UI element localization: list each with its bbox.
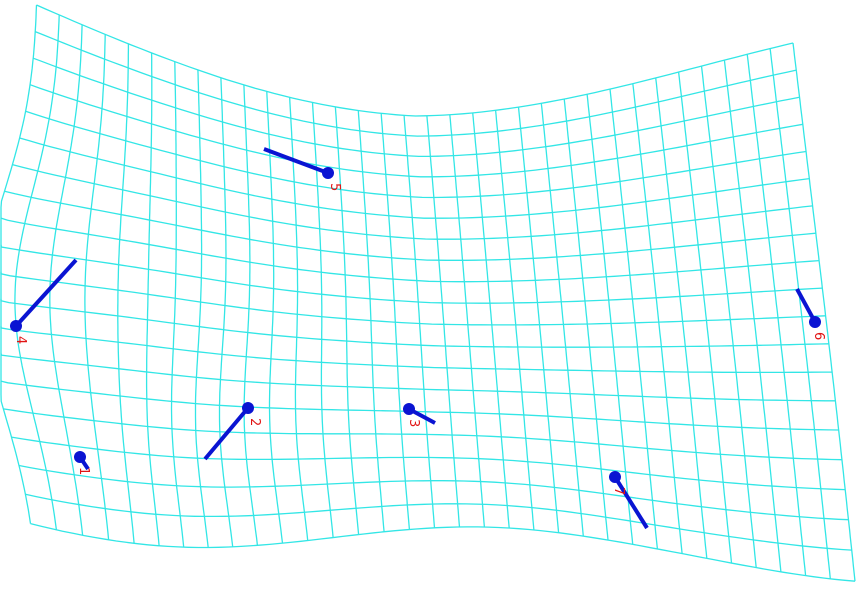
landmark-label-6: 6: [811, 332, 826, 340]
landmark-point-7: [609, 471, 621, 483]
grid-row-line: [12, 163, 813, 240]
landmark-label-7: 7: [611, 487, 626, 495]
grid-column-line: [540, 103, 584, 537]
grid-row-line: [0, 271, 826, 326]
landmark-5: 5: [263, 147, 342, 191]
landmark-4: 4: [10, 258, 78, 344]
landmark-2: 2: [203, 402, 262, 461]
landmark-vectors: 1 2 3 4 5: [10, 147, 826, 530]
grid-column-line: [145, 52, 160, 546]
grid-row-line: [18, 464, 849, 521]
grid-column-line: [266, 91, 284, 544]
grid-column-line: [632, 83, 683, 554]
grid-column-line: [449, 114, 486, 528]
landmark-point-6: [809, 316, 821, 328]
landmark-label-1: 1: [76, 467, 91, 475]
grid-row-line: [25, 493, 852, 551]
grid-column-line: [194, 69, 209, 548]
grid-row-line: [0, 298, 829, 348]
grid-column-line: [586, 94, 634, 545]
grid-column-line: [289, 97, 309, 541]
grid-column-line: [14, 14, 60, 530]
grid-column-line: [403, 115, 436, 528]
landmark-label-3: 3: [406, 419, 421, 427]
grid-column-line: [609, 89, 659, 549]
landmark-label-5: 5: [327, 183, 342, 191]
deformation-grid: [0, 4, 856, 582]
grid-column-line: [357, 110, 385, 532]
landmark-point-3: [403, 403, 415, 415]
grid-column-line: [84, 34, 110, 540]
landmark-6: 6: [795, 288, 826, 340]
grid-row-line: [0, 326, 833, 374]
grid-row-line: [34, 30, 797, 137]
grid-column-line: [243, 84, 259, 546]
grid-row-line: [32, 57, 800, 158]
grid-column-line: [769, 48, 831, 579]
grid-row-line: [11, 436, 846, 491]
displacement-vector-7: [613, 475, 649, 530]
landmark-3: 3: [403, 403, 436, 427]
displacement-vector-5: [263, 147, 329, 175]
grid-column-line: [563, 98, 609, 541]
grid-column-line: [472, 112, 510, 529]
grid-row-line: [25, 110, 807, 199]
landmark-point-4: [10, 320, 22, 332]
displacement-vector-4: [14, 258, 78, 328]
displacement-vector-6: [795, 288, 817, 323]
grid-row-line: [19, 137, 810, 219]
landmark-point-5: [322, 167, 334, 179]
grid-row-line: [3, 408, 842, 461]
grid-column-line: [117, 43, 135, 544]
grid-column-line: [517, 107, 560, 533]
grid-row-line: [0, 244, 823, 304]
grid-row-line: [36, 4, 794, 117]
grid-column-line: [700, 66, 757, 568]
grid-row-line: [29, 84, 803, 178]
landmark-1: 1: [74, 451, 91, 475]
grid-column-line: [334, 106, 360, 535]
grid-row-line: [4, 190, 816, 261]
landmark-point-2: [242, 402, 254, 414]
grid-column-line: [677, 72, 733, 564]
landmark-point-1: [74, 451, 86, 463]
grid-column-line: [792, 42, 856, 582]
grid-column-line: [0, 4, 38, 524]
grid-column-line: [655, 77, 708, 559]
grid-row-line: [0, 217, 820, 283]
grid-column-line: [426, 115, 461, 528]
landmark-label-4: 4: [13, 336, 28, 344]
grid-column-line: [170, 61, 185, 548]
grid-column-line: [723, 60, 782, 572]
landmark-7: 7: [609, 471, 649, 530]
grid-column-line: [49, 24, 84, 536]
grid-row-line: [0, 353, 836, 402]
grid-row-line: [0, 380, 839, 431]
grid-column-line: [494, 110, 535, 530]
landmark-label-2: 2: [247, 418, 262, 426]
grid-column-line: [218, 77, 234, 547]
grid-column-line: [380, 113, 411, 530]
grid-row-line: [30, 522, 856, 582]
grid-column-line: [746, 54, 807, 576]
displacement-vector-2: [203, 406, 250, 461]
